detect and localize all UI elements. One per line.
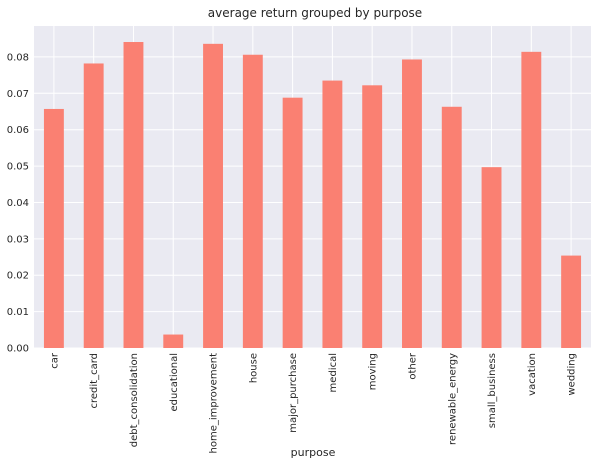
x-tick-label: moving [368,353,379,390]
y-axis-ticks: 0.00 0.01 0.02 0.03 0.04 0.05 0.06 0.07 0.08 [7,52,29,354]
x-tick-label: credit_card [89,353,100,409]
x-axis-label: purpose [291,446,336,459]
bars [43,42,582,349]
x-tick-label: home_improvement [209,353,220,454]
bar-renewable_energy [441,106,462,348]
bar-home_improvement [203,43,223,348]
bar-medical [322,80,343,349]
x-tick-label: major_purchase [288,353,299,433]
y-tick-label: 0.07 [7,89,29,100]
x-tick-label: small_business [487,353,498,428]
y-tick-label: 0.01 [7,307,29,318]
x-tick-label: house [248,353,259,383]
bar-debt_consolidation [123,42,144,349]
y-tick-label: 0.00 [7,344,29,355]
bar-other [402,59,422,348]
y-tick-label: 0.06 [7,125,29,136]
x-tick-label: wedding [567,353,578,396]
bar-small_business [481,167,502,348]
bar-educational [163,334,184,348]
y-tick-label: 0.08 [7,52,29,63]
x-tick-label: car [49,352,60,369]
bar-wedding [561,255,582,348]
x-tick-label: debt_consolidation [129,353,140,447]
bar-vacation [521,51,542,349]
x-tick-label: medical [328,353,339,392]
x-axis-ticks: car credit_card debt_consolidation educatio… [49,352,577,453]
x-tick-label: educational [169,353,180,412]
y-tick-label: 0.05 [7,162,29,173]
bar-house [242,54,263,349]
x-tick-label: renewable_energy [447,353,458,445]
bar-credit_card [83,63,104,348]
bar-major_purchase [282,97,303,348]
x-tick-label: vacation [527,353,538,396]
y-tick-label: 0.03 [7,234,29,245]
bar-car [43,108,64,348]
plot-area [34,26,591,348]
chart-title: average return grouped by purpose [208,6,422,20]
x-tick-label: other [407,352,418,380]
y-tick-label: 0.02 [7,271,29,282]
y-tick-label: 0.04 [7,198,29,209]
bar-moving [362,85,383,348]
